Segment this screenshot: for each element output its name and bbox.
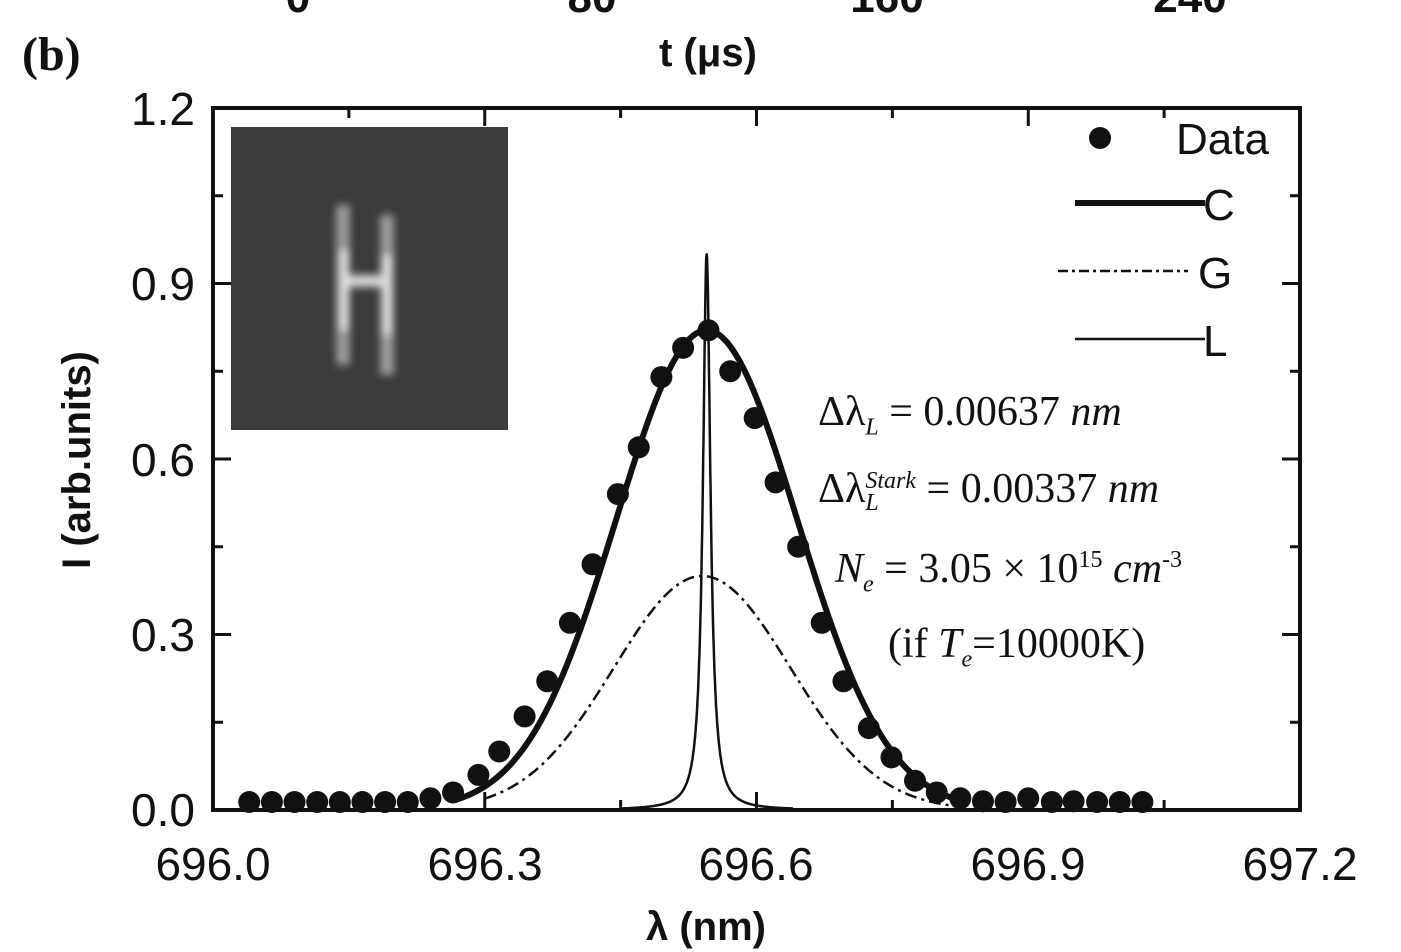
annotation-lorentz-width: ΔλL = 0.00637 nm	[818, 388, 1122, 441]
x-axis-label: λ (nm)	[646, 905, 766, 949]
data-point	[442, 781, 465, 804]
data-point	[810, 611, 833, 634]
data-point	[558, 611, 581, 634]
data-point	[925, 781, 948, 804]
ann-sub: e	[961, 646, 973, 673]
top-tick-label: 0	[286, 0, 310, 22]
data-point	[949, 787, 972, 810]
data-point	[536, 670, 559, 693]
legend-label-data: Data	[1176, 115, 1269, 164]
data-point	[606, 483, 629, 506]
data-point	[260, 791, 283, 813]
annotation-stark-width: Δλ Stark L = 0.00337 nm	[818, 465, 1160, 517]
data-point	[719, 360, 742, 383]
data-point	[743, 407, 766, 430]
data-point	[832, 670, 855, 693]
ann-value: = 3.05 × 10	[873, 546, 1079, 592]
data-point	[994, 791, 1017, 813]
y-tick-label: 0.3	[131, 609, 195, 661]
y-tick-label: 1.2	[131, 83, 195, 135]
y-axis-label: I (arb.units)	[55, 351, 99, 569]
x-tick-label: 696.9	[970, 838, 1085, 890]
data-point	[581, 553, 604, 576]
curve-g	[484, 574, 957, 808]
data-point	[627, 436, 650, 459]
ann-sub: e	[863, 571, 874, 598]
ann-sub: L	[865, 414, 879, 441]
x-tick-label: 696.3	[427, 838, 542, 890]
data-point	[283, 791, 306, 813]
top-tick-label: 160	[850, 0, 923, 22]
ann-rest: =10000K)	[972, 621, 1146, 667]
data-point	[488, 740, 511, 763]
data-point	[1062, 790, 1085, 813]
ann-lhs: Δλ	[818, 466, 866, 512]
ann-unit: cm	[1113, 546, 1163, 592]
data-point	[904, 769, 927, 792]
data-point	[1017, 787, 1040, 810]
y-tick-label: 0.0	[131, 784, 195, 836]
top-tick-label: 80	[568, 0, 617, 22]
curve-l	[619, 253, 794, 810]
inset-image	[231, 127, 508, 430]
legend-data-marker	[1089, 127, 1111, 149]
data-point	[697, 319, 720, 342]
data-point	[513, 705, 536, 728]
data-point	[328, 791, 351, 813]
data-point	[764, 471, 787, 494]
legend-label-c: C	[1203, 181, 1235, 230]
data-point	[1131, 791, 1154, 813]
data-point	[306, 791, 329, 813]
data-point	[396, 791, 419, 813]
data-point	[238, 791, 261, 813]
ann-exp: 15	[1078, 547, 1103, 573]
data-point	[1108, 791, 1131, 813]
top-axis-label: t (μs)	[659, 31, 757, 75]
inset-h-shape	[336, 205, 394, 375]
data-point	[672, 336, 695, 359]
x-tick-label: 696.0	[155, 838, 270, 890]
x-tick-label: 696.6	[698, 838, 813, 890]
ann-unit: nm	[1107, 466, 1160, 512]
ann-value: = 0.00337	[916, 466, 1098, 512]
ann-unit: nm	[1070, 389, 1122, 435]
top-tick-label: 240	[1153, 0, 1226, 22]
ann-lhs: N	[835, 546, 864, 592]
ann-lhs: Δλ	[818, 389, 866, 435]
x-tick-label: 697.2	[1242, 838, 1357, 890]
y-tick-label: 0.6	[131, 434, 195, 486]
panel-label: (b)	[22, 28, 81, 81]
annotation-density: Ne = 3.05 × 1015 cm-3	[835, 545, 1182, 598]
data-point	[787, 535, 810, 558]
data-point	[374, 791, 397, 813]
data-point	[650, 366, 673, 389]
ann-open: (if	[888, 621, 939, 667]
legend-label-g: G	[1198, 249, 1232, 298]
data-point	[1040, 791, 1063, 813]
ann-value: = 0.00637	[878, 389, 1060, 435]
data-point	[1086, 791, 1109, 813]
ann-unit-exp: -3	[1162, 547, 1183, 573]
y-tick-label: 0.9	[131, 258, 195, 310]
ann-sup: Stark	[865, 468, 917, 495]
data-point	[419, 787, 442, 810]
ann-sub: L	[865, 490, 879, 517]
data-point	[351, 791, 374, 813]
legend: Data C G L	[1058, 115, 1269, 366]
data-point	[880, 746, 903, 769]
data-point	[971, 790, 994, 813]
data-point	[857, 717, 880, 740]
legend-label-l: L	[1203, 317, 1227, 366]
ann-t: T	[938, 621, 962, 667]
annotation-temperature: (if Te=10000K)	[888, 620, 1145, 673]
data-point	[467, 763, 490, 786]
